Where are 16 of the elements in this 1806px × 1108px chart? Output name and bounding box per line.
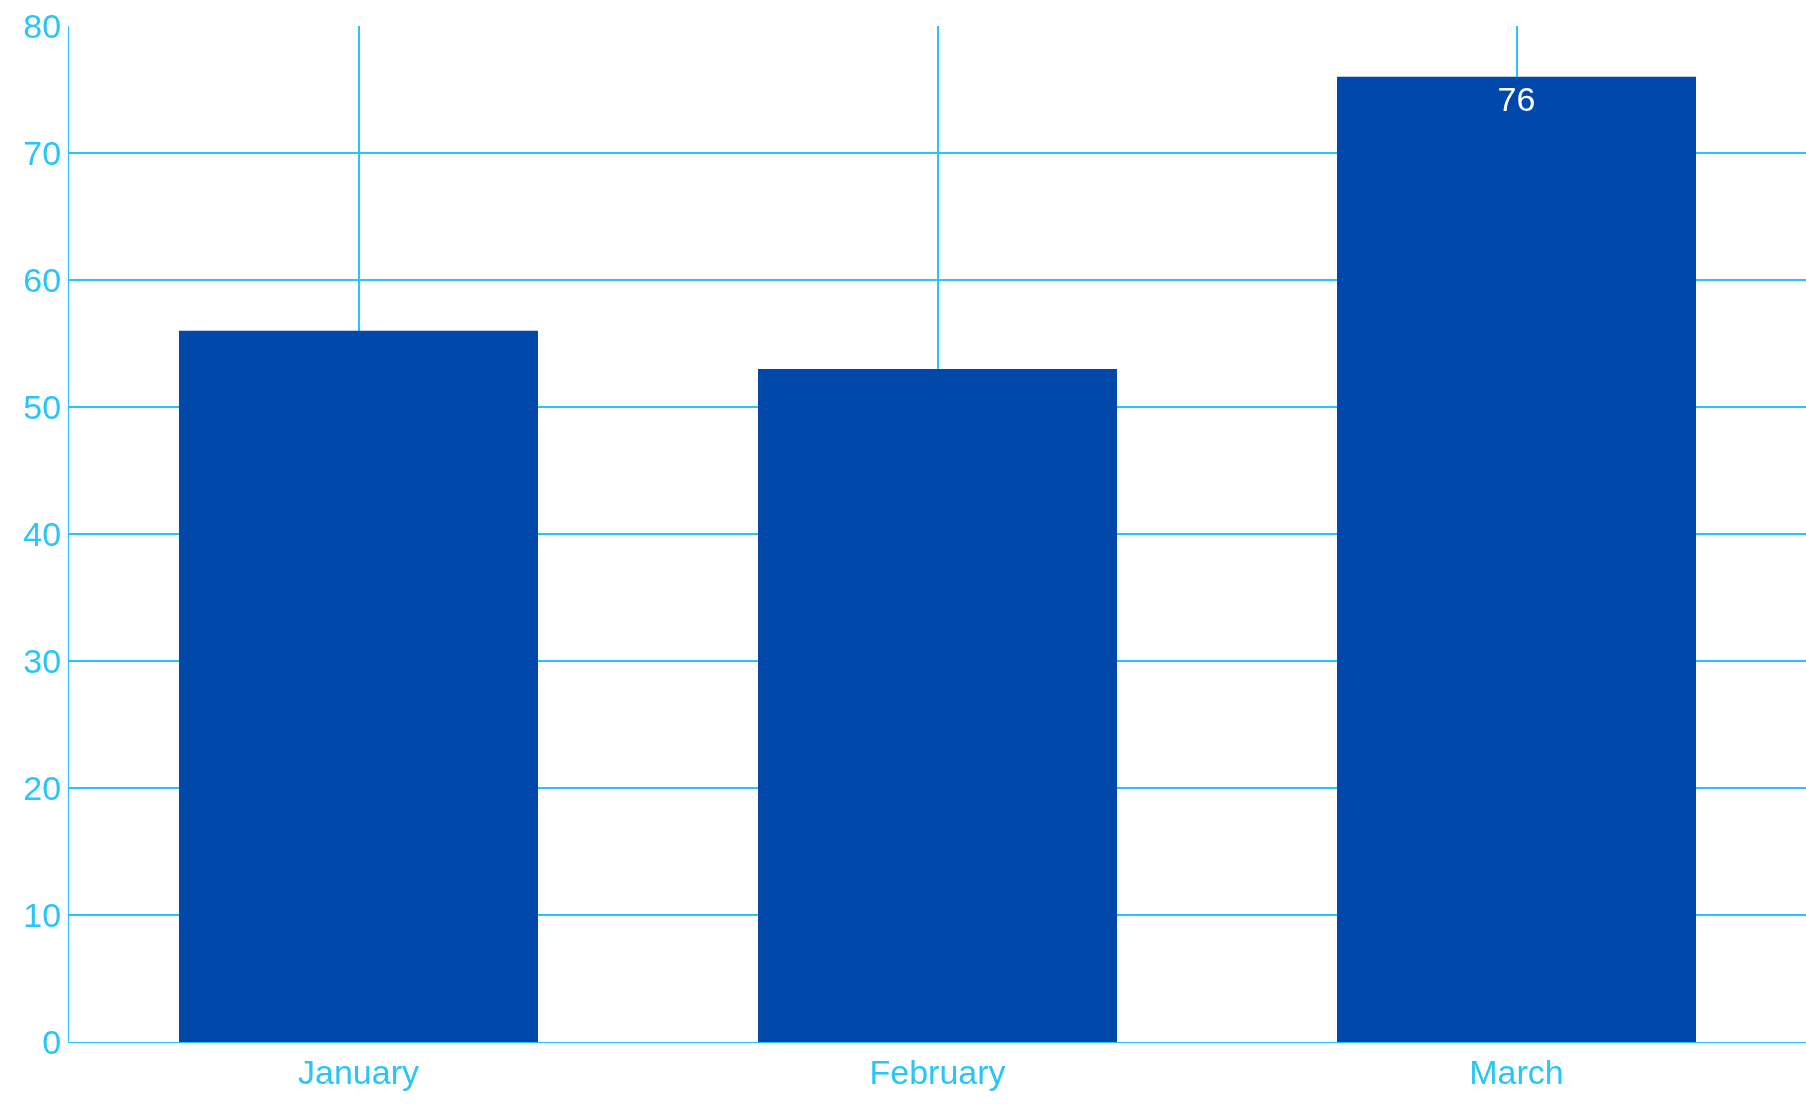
y-tick-label: 70 [23,133,62,172]
x-tick-label: March [1469,1052,1564,1091]
data-label: 76 [1497,79,1536,118]
x-tick-label: February [869,1052,1006,1091]
y-tick-label: 40 [23,514,62,553]
y-tick-label: 50 [23,387,62,426]
y-tick-label: 30 [23,641,62,680]
x-tick-label: January [298,1052,419,1091]
bar [1337,76,1696,1042]
y-tick-label: 10 [23,895,62,934]
bar [758,368,1117,1042]
y-tick-label: 80 [23,6,62,45]
y-tick-label: 20 [23,768,62,807]
y-tick-label: 60 [23,260,62,299]
bar [179,330,538,1042]
y-tick-label: 0 [42,1022,62,1061]
